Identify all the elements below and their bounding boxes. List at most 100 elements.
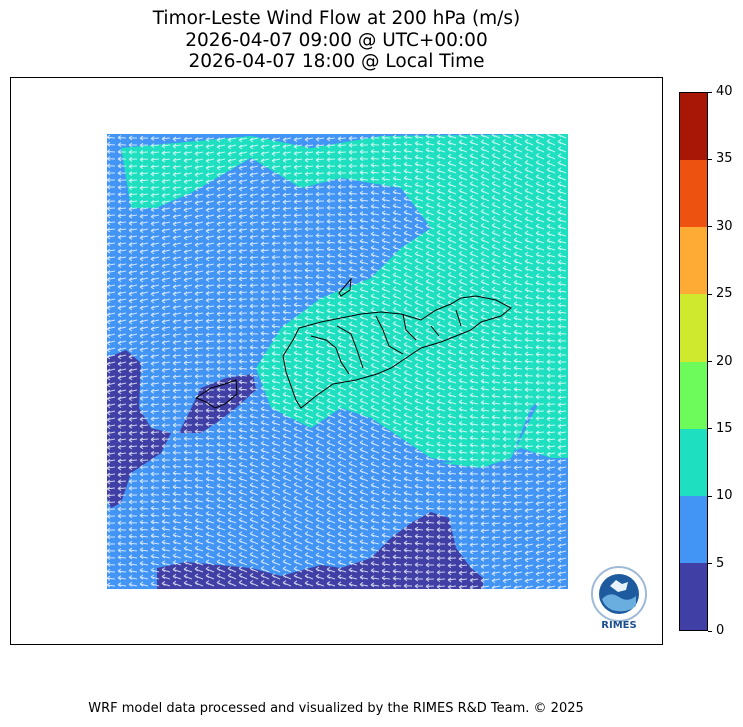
wind-arrow xyxy=(238,283,248,289)
wind-arrow xyxy=(315,580,325,587)
wind-arrow xyxy=(348,398,358,405)
wind-arrow xyxy=(117,382,127,388)
wind-arrow xyxy=(359,238,369,244)
wind-arrow xyxy=(172,463,182,469)
wind-arrow xyxy=(535,337,545,343)
wind-arrow xyxy=(381,210,391,216)
wind-arrow xyxy=(161,443,171,449)
wind-arrow xyxy=(326,328,336,335)
wind-arrow xyxy=(392,265,402,272)
wind-arrow xyxy=(216,442,226,447)
wind-arrow xyxy=(106,213,116,219)
wind-arrow xyxy=(150,560,160,566)
wind-arrow xyxy=(337,475,347,482)
wind-arrow xyxy=(359,231,369,237)
wind-arrow xyxy=(513,422,523,428)
wind-arrow xyxy=(436,188,446,195)
wind-arrow xyxy=(194,415,204,421)
wind-arrow xyxy=(161,354,171,359)
wind-arrow xyxy=(271,268,281,274)
wind-arrow xyxy=(370,419,380,426)
wind-arrow xyxy=(304,143,314,149)
wind-arrow xyxy=(227,186,237,192)
wind-arrow xyxy=(117,220,127,226)
wind-arrow xyxy=(403,307,413,314)
wind-arrow xyxy=(502,132,512,139)
wind-arrow xyxy=(436,251,446,258)
wind-arrow xyxy=(194,442,204,448)
wind-arrow xyxy=(370,224,380,230)
wind-arrow xyxy=(128,396,138,402)
wind-arrow xyxy=(480,279,490,286)
wind-arrow xyxy=(238,517,248,524)
wind-arrow xyxy=(524,444,534,450)
wind-arrow xyxy=(337,349,347,356)
wind-arrow xyxy=(557,238,567,244)
wind-arrow xyxy=(392,483,402,489)
wind-arrow xyxy=(447,314,457,321)
wind-arrow xyxy=(161,312,171,318)
wind-arrow xyxy=(469,556,479,562)
wind-arrow xyxy=(216,517,226,524)
wind-arrow xyxy=(260,193,270,199)
wind-arrow xyxy=(183,143,193,149)
wind-arrow xyxy=(370,426,380,433)
wind-arrow xyxy=(491,507,501,513)
wind-arrow xyxy=(337,538,347,545)
wind-arrow xyxy=(403,561,413,567)
wind-arrow xyxy=(326,198,336,204)
wind-arrow xyxy=(491,300,501,307)
wind-arrow xyxy=(414,391,424,398)
wind-arrow xyxy=(150,326,160,332)
wind-arrow xyxy=(370,183,380,189)
wind-arrow xyxy=(293,488,303,496)
wind-arrow xyxy=(524,387,534,393)
wind-arrow xyxy=(128,451,138,457)
wind-arrow xyxy=(282,185,292,191)
wind-arrow xyxy=(524,322,534,328)
wind-arrow xyxy=(128,430,138,436)
colorbar-segment xyxy=(680,562,707,630)
wind-arrow xyxy=(436,300,446,307)
wind-arrow xyxy=(238,572,248,580)
wind-arrow xyxy=(293,185,303,191)
wind-arrow xyxy=(260,496,270,503)
wind-arrow xyxy=(392,568,402,574)
wind-arrow xyxy=(172,200,182,206)
wind-arrow xyxy=(359,252,369,258)
wind-arrow xyxy=(546,238,556,244)
wind-arrow xyxy=(425,455,435,461)
wind-arrow xyxy=(128,149,138,155)
wind-arrow xyxy=(293,433,303,440)
wind-arrow xyxy=(491,223,501,230)
wind-arrow xyxy=(161,186,171,191)
wind-arrow xyxy=(524,167,534,174)
wind-arrow xyxy=(348,232,358,237)
wind-arrow xyxy=(128,444,138,450)
wind-arrow xyxy=(238,269,248,275)
wind-arrow xyxy=(315,260,325,266)
wind-arrow xyxy=(249,447,259,454)
wind-arrow xyxy=(205,373,215,379)
wind-arrow xyxy=(425,181,435,188)
wind-arrow xyxy=(436,505,446,511)
wind-arrow xyxy=(194,504,204,510)
wind-arrow xyxy=(315,308,325,314)
wind-arrow xyxy=(227,489,237,496)
wind-arrow xyxy=(557,224,567,230)
wind-arrow xyxy=(524,280,534,286)
wind-arrow xyxy=(557,188,567,195)
wind-arrow xyxy=(436,321,446,328)
wind-arrow xyxy=(128,506,138,512)
wind-arrow xyxy=(502,230,512,237)
wind-arrow xyxy=(447,570,457,576)
wind-arrow xyxy=(216,228,226,234)
wind-arrow xyxy=(128,284,138,290)
wind-arrow xyxy=(205,137,215,143)
wind-arrow xyxy=(205,353,215,358)
wind-arrow xyxy=(326,419,336,426)
wind-arrow xyxy=(436,448,446,454)
wind-arrow xyxy=(425,237,435,244)
wind-arrow xyxy=(491,153,501,160)
wind-arrow xyxy=(304,226,314,232)
